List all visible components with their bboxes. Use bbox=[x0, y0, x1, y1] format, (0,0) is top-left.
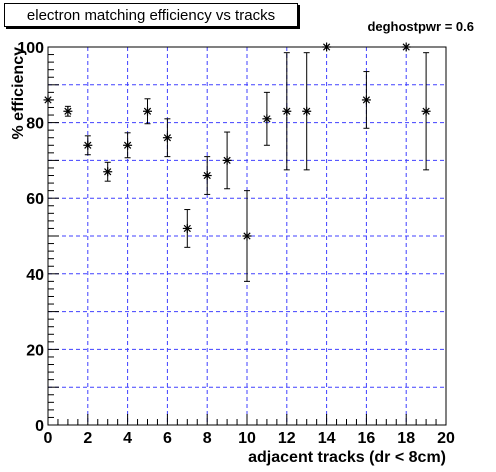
data-point bbox=[302, 52, 312, 171]
star-marker bbox=[163, 134, 172, 142]
x-tick-label: 18 bbox=[397, 430, 415, 447]
star-marker bbox=[123, 141, 132, 149]
star-marker bbox=[183, 224, 191, 233]
data-point bbox=[401, 42, 411, 52]
x-tick-label: 6 bbox=[163, 430, 172, 447]
y-tick-label: 100 bbox=[17, 40, 44, 57]
y-tick-label: 0 bbox=[35, 418, 44, 435]
chart-annotation: deghostpwr = 0.6 bbox=[367, 19, 474, 34]
star-marker bbox=[44, 96, 52, 104]
y-tick-label: 60 bbox=[26, 191, 44, 208]
data-point bbox=[361, 71, 371, 129]
star-marker bbox=[303, 107, 311, 115]
star-marker bbox=[263, 115, 271, 123]
star-marker bbox=[322, 43, 331, 51]
y-axis-title: % efficiency bbox=[10, 47, 27, 140]
star-marker bbox=[203, 171, 211, 180]
data-point bbox=[63, 105, 73, 117]
star-marker bbox=[362, 96, 371, 104]
data-points bbox=[43, 42, 431, 282]
star-marker bbox=[243, 232, 251, 240]
y-tick-label: 80 bbox=[26, 116, 44, 133]
grid bbox=[48, 47, 446, 425]
data-point bbox=[123, 132, 133, 159]
data-point bbox=[83, 135, 93, 156]
data-point bbox=[103, 161, 113, 182]
x-tick-label: 4 bbox=[123, 430, 132, 447]
star-marker bbox=[64, 107, 72, 115]
x-tick-label: 14 bbox=[318, 430, 336, 447]
star-marker bbox=[422, 107, 430, 115]
data-point bbox=[162, 118, 172, 158]
data-point bbox=[143, 98, 152, 125]
data-point bbox=[262, 91, 272, 146]
x-axis-title: adjacent tracks (dr < 8cm) bbox=[248, 449, 446, 466]
data-point bbox=[43, 95, 53, 105]
axis-ticks bbox=[47, 46, 447, 426]
data-point bbox=[242, 190, 252, 282]
data-point bbox=[322, 42, 332, 52]
star-marker bbox=[223, 156, 231, 165]
x-tick-label: 2 bbox=[83, 430, 92, 447]
x-tick-label: 8 bbox=[203, 430, 212, 447]
data-point bbox=[182, 209, 192, 248]
x-tick-label: 20 bbox=[437, 430, 455, 447]
data-point bbox=[202, 156, 212, 195]
y-tick-label: 20 bbox=[26, 342, 44, 359]
star-marker bbox=[283, 107, 291, 115]
y-tick-label: 40 bbox=[26, 267, 44, 284]
data-point bbox=[222, 131, 232, 190]
x-tick-label: 10 bbox=[238, 430, 256, 447]
x-tick-label: 0 bbox=[44, 430, 53, 447]
data-point bbox=[421, 52, 431, 171]
star-marker bbox=[104, 168, 112, 176]
x-tick-label: 12 bbox=[278, 430, 296, 447]
data-point bbox=[282, 52, 292, 171]
star-marker bbox=[143, 107, 152, 115]
y-tick-labels: 0 20 40 60 80 100 bbox=[17, 40, 44, 435]
chart-title: electron matching efficiency vs tracks bbox=[4, 3, 298, 27]
star-marker bbox=[84, 141, 92, 149]
x-tick-label: 16 bbox=[358, 430, 376, 447]
x-tick-labels: 0 2 4 6 8 10 12 14 16 18 20 bbox=[44, 430, 455, 447]
star-marker bbox=[402, 43, 410, 51]
